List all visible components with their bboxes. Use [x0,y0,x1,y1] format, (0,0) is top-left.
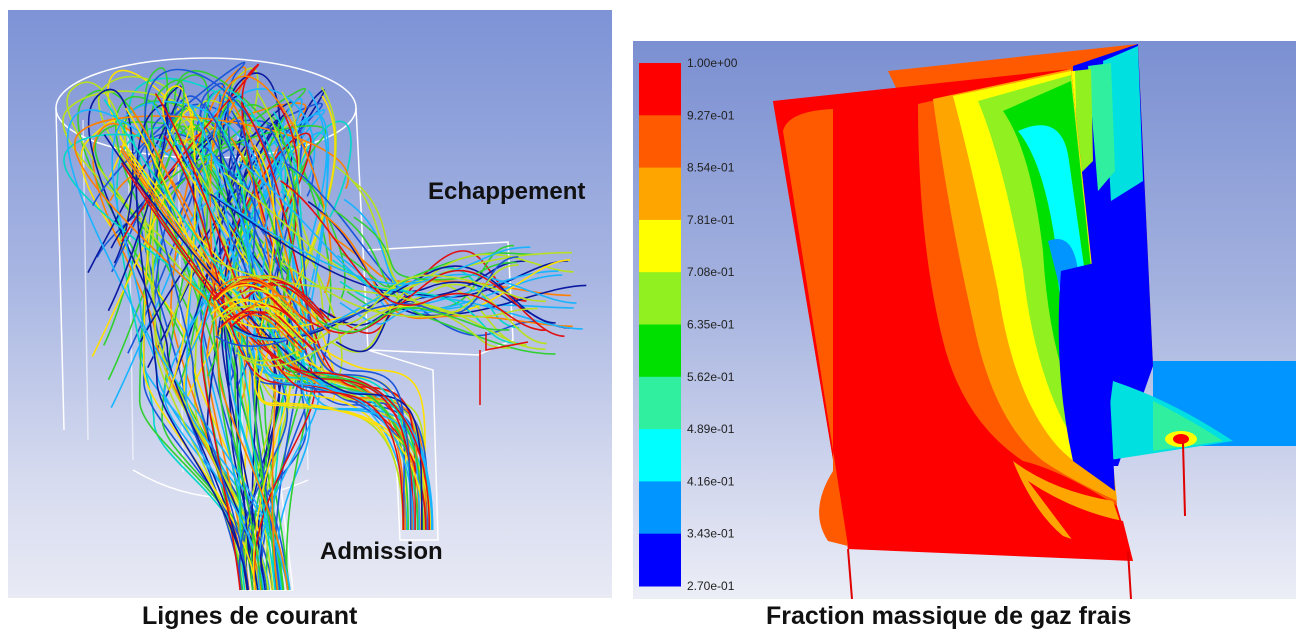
colorbar-swatch [639,481,681,535]
streamline [103,134,423,531]
streamlines-canvas [55,57,587,591]
streamline [280,180,546,332]
exhaust-duct-outline [367,241,514,356]
streamline [271,120,352,591]
caption-mass-fraction: Fraction massique de gaz frais [766,602,1132,630]
streamline [121,63,316,591]
colorbar-tick-label: 5.62e-01 [687,370,735,384]
streamline [246,281,331,321]
streamline [307,200,587,317]
colorbar-tick-label: 4.16e-01 [687,474,735,488]
streamline [295,269,565,338]
colorbar-tick-label: 1.00e+00 [687,56,738,70]
streamline [216,196,577,304]
cylinder-left-wall [55,107,65,431]
caption-streamlines: Lignes de courant [142,602,358,630]
streamline [205,164,409,531]
streamline [66,109,276,591]
streamline [300,90,434,531]
streamline [144,138,290,591]
colorbar-swatch [639,429,681,482]
streamline [340,252,538,288]
colorbar-tick-label: 6.35e-01 [687,318,735,332]
streamline [139,119,279,591]
streamline [315,306,510,333]
streamline [273,123,419,531]
colorbar-tick-label: 2.70e-01 [687,579,735,593]
streamline [87,88,248,591]
colorbar-swatch [639,63,681,116]
streamline [223,171,574,291]
streamline [234,246,531,341]
streamline [224,275,309,315]
colorbar-swatch [639,324,681,378]
colorbar-tick-label: 4.89e-01 [687,422,735,436]
streamline [245,164,424,531]
streamline [246,295,331,335]
streamline [201,88,307,591]
exhaust-label: Echappement [428,178,586,205]
front-plane [773,69,1133,599]
colorbar-tick-label: 8.54e-01 [687,161,735,175]
colorbar-swatch [639,272,681,325]
streamline [205,127,430,531]
streamline [161,85,299,591]
intake-label: Admission [320,538,443,565]
streamline [219,299,304,339]
colorbar-tick-label: 3.43e-01 [687,527,735,541]
colorbar-tick-label: 7.08e-01 [687,265,735,279]
colorbar-tick-label: 7.81e-01 [687,213,735,227]
streamline [215,160,415,531]
mass-fraction-plot: 1.00e+00 9.27e-01 8.54e-01 7.81e-01 7.08e-01… [633,41,1296,599]
streamline [188,103,408,531]
streamline [282,262,519,318]
colorbar-swatch [639,533,681,587]
streamlines [62,61,587,591]
colorbar: 1.00e+00 9.27e-01 8.54e-01 7.81e-01 7.08e-01… [639,56,738,593]
streamline [215,275,300,315]
streamline [229,311,314,351]
streamline [154,92,405,531]
colorbar-swatch [639,219,681,273]
streamline [215,256,519,348]
colorbar-swatch [639,115,681,169]
contour-canvas: 1.00e+00 9.27e-01 8.54e-01 7.81e-01 7.08e-01… [639,44,1296,599]
streamline [161,104,332,591]
streamline [124,107,404,531]
colorbar-swatch [639,376,681,430]
streamline [215,284,300,324]
streamline [235,280,527,362]
streamline [351,180,547,345]
streamline [220,311,305,350]
streamline [119,145,427,531]
streamline [179,115,404,531]
streamline [186,98,320,591]
streamline [219,305,304,344]
colorbar-swatch [639,167,681,221]
colorbar-tick-label: 9.27e-01 [687,108,735,122]
streamline [238,160,563,312]
streamline [120,162,431,531]
streamline [200,132,312,591]
streamline [319,211,573,328]
streamlines-plot: Echappement Admission [8,10,612,598]
streamline [312,274,546,326]
streamline [258,95,432,531]
streamline [224,289,309,329]
streamline [479,332,529,405]
streamline [335,259,569,353]
